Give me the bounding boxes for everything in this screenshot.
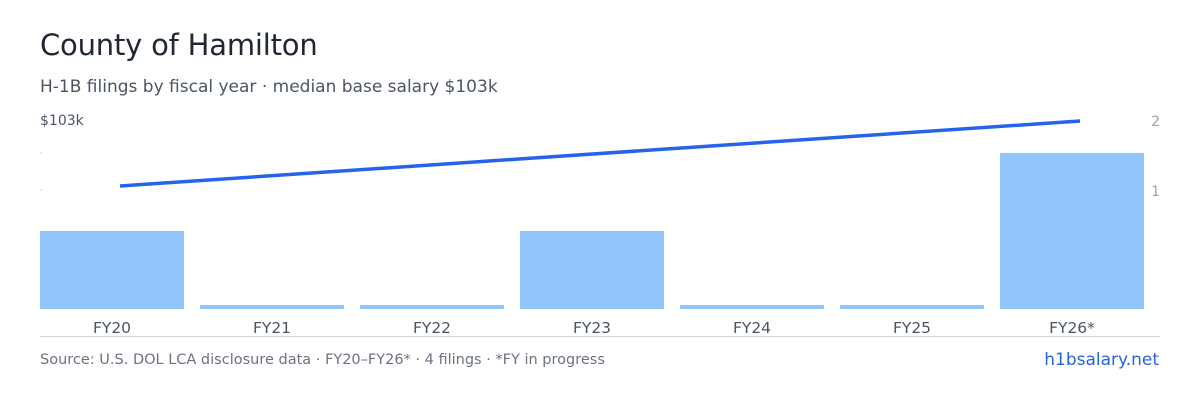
category-label: FY26* [1049,319,1095,337]
left-axis-tick-mark [40,189,42,191]
bar-fy22 [360,305,504,309]
category-label: FY21 [253,319,291,337]
bar-fy20 [40,230,184,309]
chart-title: County of Hamilton [40,28,318,62]
right-axis-tick-label: 2 [1151,114,1160,130]
brand-link[interactable]: h1bsalary.net [1044,350,1159,370]
right-axis-tick-label: 1 [1151,184,1160,200]
category-label: FY23 [573,319,611,337]
category-label: FY24 [733,319,771,337]
category-label: FY20 [93,319,131,337]
median-salary-line [119,119,1081,188]
left-axis-tick-mark [40,152,42,154]
category-label: FY22 [413,319,451,337]
bar-fy23 [520,230,664,309]
bar-fy25 [840,305,984,309]
bar-fy24 [680,305,824,309]
left-axis-tick-label: $103k [40,113,85,129]
bar-fy21 [200,305,344,309]
chart-subtitle: H-1B filings by fiscal year · median bas… [40,77,498,97]
source-note: Source: U.S. DOL LCA disclosure data · F… [40,352,605,368]
bar-fy26-star [1000,152,1144,309]
category-label: FY25 [893,319,931,337]
